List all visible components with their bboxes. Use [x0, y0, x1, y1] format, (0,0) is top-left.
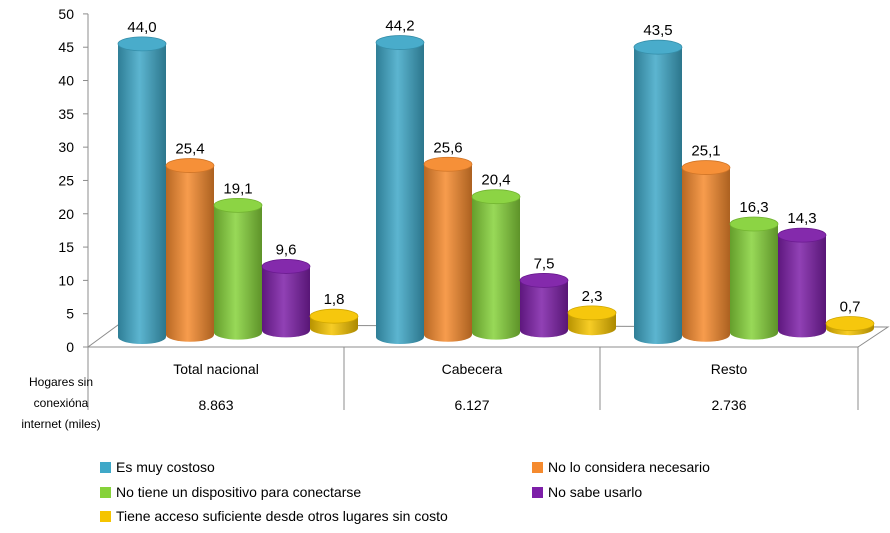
bar-top — [633, 39, 683, 55]
bar — [309, 308, 359, 336]
bar — [633, 39, 683, 344]
y-tick-label: 35 — [58, 106, 74, 122]
data-label: 7,5 — [534, 255, 555, 272]
bar-body — [778, 235, 826, 338]
bar-top — [213, 197, 263, 213]
table-row-label: Hogares sin conexióna internet (miles) — [6, 372, 116, 435]
category-label: Total nacional — [173, 361, 259, 377]
bars — [117, 35, 875, 344]
table-value: 6.127 — [454, 397, 489, 413]
bar-top — [777, 227, 827, 243]
bar-body — [682, 167, 730, 342]
data-label: 25,1 — [691, 143, 720, 160]
bar — [729, 216, 779, 340]
y-tick-label: 50 — [58, 6, 74, 22]
y-tick-label: 15 — [58, 239, 74, 255]
data-label: 9,6 — [276, 241, 297, 258]
bar-top — [423, 156, 473, 172]
bar-body — [424, 164, 472, 342]
data-label: 25,6 — [433, 139, 462, 156]
y-tick-label: 30 — [58, 139, 74, 155]
bar — [567, 305, 617, 336]
data-label: 0,7 — [840, 299, 861, 316]
bar-top — [261, 259, 311, 274]
bar-top — [165, 158, 215, 173]
data-label: 43,5 — [643, 22, 672, 39]
bar-body — [376, 42, 424, 344]
bar-top — [309, 308, 359, 324]
data-label: 20,4 — [481, 172, 510, 189]
y-tick-label: 25 — [58, 172, 74, 188]
bar — [165, 158, 215, 342]
y-tick-label: 20 — [58, 206, 74, 222]
data-label: 1,8 — [324, 291, 345, 308]
data-label: 19,1 — [223, 180, 252, 197]
y-tick-label: 5 — [66, 306, 74, 322]
bar-body — [118, 43, 166, 344]
bar — [375, 35, 425, 344]
bar-body — [520, 280, 568, 338]
data-label: 2,3 — [582, 288, 603, 305]
bar-body — [730, 224, 778, 340]
category-label: Cabecera — [442, 361, 503, 377]
bar — [423, 156, 473, 342]
bar-top — [567, 305, 617, 321]
table-row-label-line: Hogares sin — [28, 375, 94, 389]
bar-top — [471, 189, 521, 205]
table-value: 8.863 — [198, 397, 233, 413]
bar — [519, 273, 569, 338]
data-label: 44,0 — [127, 19, 156, 36]
table-value: 2.736 — [711, 397, 746, 413]
table-row-label-line: conexióna — [33, 396, 89, 410]
bar-body — [166, 165, 214, 342]
data-label: 25,4 — [175, 141, 204, 158]
y-tick-label: 40 — [58, 73, 74, 89]
data-label: 16,3 — [739, 199, 768, 216]
bar — [825, 316, 875, 336]
bar-body — [262, 266, 310, 338]
bar-top — [681, 160, 731, 175]
bar-top — [117, 36, 167, 52]
category-label: Resto — [711, 361, 748, 377]
bar-top — [519, 273, 569, 288]
bar — [681, 160, 731, 342]
bar-top — [375, 35, 425, 50]
data-label: 44,2 — [385, 18, 414, 35]
bar — [213, 197, 263, 340]
bar — [777, 227, 827, 338]
bar-body — [214, 205, 262, 340]
bar — [471, 189, 521, 340]
y-tick-label: 10 — [58, 272, 74, 288]
data-label: 14,3 — [787, 210, 816, 227]
bar-top — [729, 216, 779, 232]
axes: 0 5 10 15 20 25 30 35 40 45 50 Total nacional 8.863 C… — [58, 6, 890, 413]
y-tick-label: 0 — [66, 339, 74, 355]
bar — [117, 36, 167, 344]
bar — [261, 259, 311, 338]
bar-body — [472, 196, 520, 340]
table-row-label-line: internet (miles) — [21, 417, 101, 431]
data-labels: 44,0 25,4 19,1 9,6 1,8 44,2 25,6 20,4 7,5 2,3 43,5… — [127, 18, 860, 316]
y-tick-label: 45 — [58, 39, 74, 55]
bar-body — [634, 47, 682, 344]
bar-top — [825, 316, 875, 331]
